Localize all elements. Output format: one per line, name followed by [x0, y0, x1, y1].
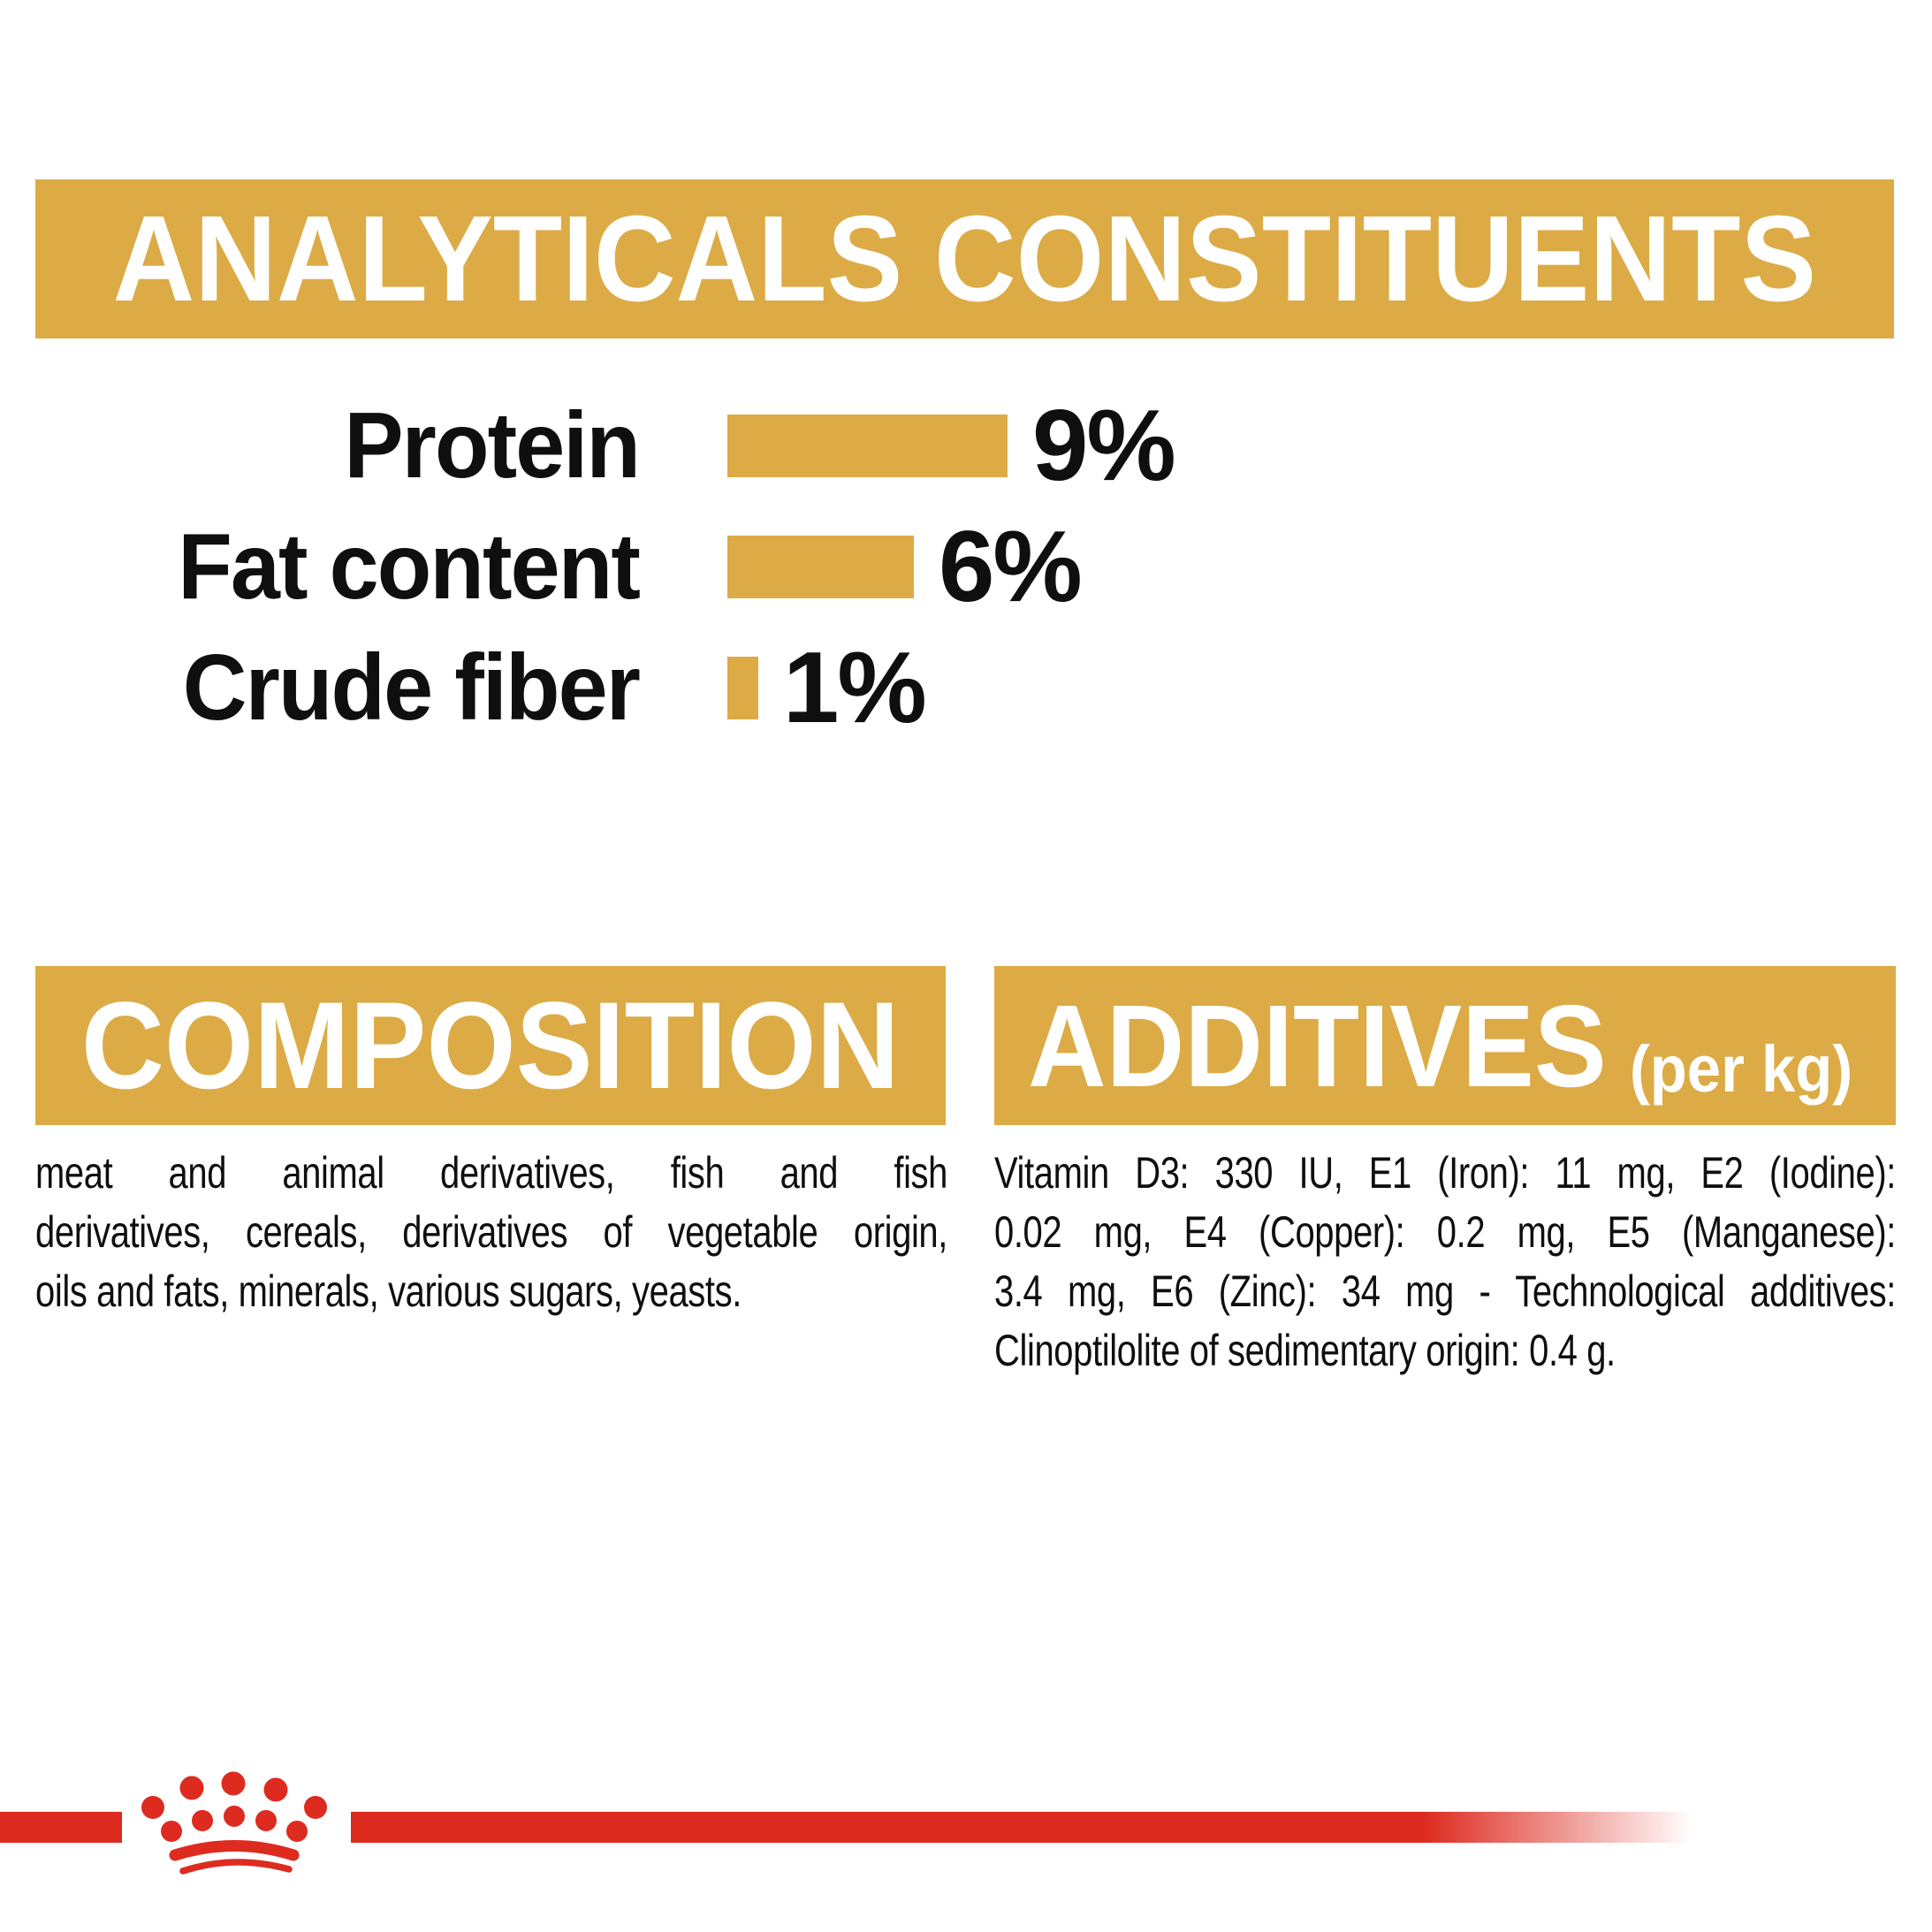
additives-line: 0.02 mg, E4 (Copper): 0.2 mg, E5 (Mangan… [994, 1207, 1896, 1257]
crude-fiber-bar [727, 657, 758, 719]
composition-line: meat and animal derivatives, fish and fi… [35, 1148, 947, 1198]
composition-title: COMPOSITION [81, 976, 900, 1114]
chart-row-protein: Protein 9% [0, 385, 1175, 506]
analyticals-banner: ANALYTICALS CONSTITUENTS [35, 179, 1894, 338]
additives-line: Clinoptilolite of sedimentary origin: 0.… [994, 1326, 1616, 1375]
composition-paragraph: meat and animal derivatives, fish and fi… [35, 1144, 947, 1321]
additives-line: Vitamin D3: 330 IU, E1 (Iron): 11 mg, E2… [994, 1148, 1896, 1198]
composition-banner: COMPOSITION [35, 966, 946, 1125]
composition-line: derivatives, cereals, derivatives of veg… [35, 1207, 947, 1257]
crude-fiber-label: Crude fiber [182, 635, 641, 740]
additives-title: ADDITIVES (per kg) [1028, 979, 1852, 1113]
analyticals-title: ANALYTICALS CONSTITUENTS [112, 190, 1817, 327]
chart-row-fat-content: Fat content 6% [0, 506, 1083, 628]
footer-stripe-right [351, 1812, 1692, 1843]
composition-line: oils and fats, minerals, various sugars,… [35, 1266, 742, 1316]
protein-label: Protein [344, 393, 640, 498]
footer-stripe-left [0, 1812, 122, 1843]
fat-content-value: 6% [939, 511, 1083, 623]
additives-line: 3.4 mg, E6 (Zinc): 34 mg - Technological… [994, 1266, 1896, 1316]
additives-title-unit: (per kg) [1629, 1031, 1853, 1106]
chart-row-crude-fiber: Crude fiber 1% [0, 628, 927, 749]
additives-paragraph: Vitamin D3: 330 IU, E1 (Iron): 11 mg, E2… [994, 1144, 1896, 1381]
protein-bar [727, 415, 1008, 477]
fat-content-label: Fat content [178, 514, 641, 619]
additives-banner: ADDITIVES (per kg) [994, 966, 1896, 1125]
additives-title-main: ADDITIVES [1028, 980, 1607, 1111]
protein-value: 9% [1032, 390, 1176, 502]
fat-content-bar [727, 536, 914, 598]
crown-paw-logo-icon [141, 1771, 327, 1875]
crude-fiber-value: 1% [783, 632, 927, 744]
